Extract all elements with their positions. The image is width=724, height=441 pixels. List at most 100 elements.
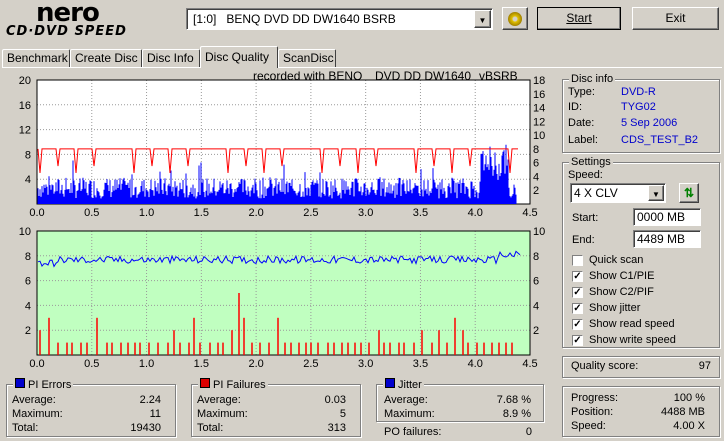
exit-button[interactable]: Exit — [632, 7, 719, 30]
jitter-title-text: Jitter — [398, 379, 422, 391]
nero-logo: nero CD·DVD SPEED — [6, 0, 156, 40]
y-left-tick-label: 8 — [25, 149, 31, 161]
quality-charts: 0.0 0.5 1.0 1.5 2.0 2.5 3.0 3.5 4.0 4.5 20 16 12 8 4 18… — [19, 75, 546, 370]
y-left-tick-label: 20 — [19, 75, 31, 87]
checkbox-show-c2-pif[interactable]: ✓ — [572, 287, 583, 298]
progress-label: Progress: — [571, 392, 619, 404]
disc-label-value: CDS_TEST_B2 — [621, 134, 699, 146]
speed-select-value: 4 X CLV — [574, 186, 618, 200]
y-left-tick-label: 4 — [25, 174, 31, 186]
pi-errors-maximum-label: Maximum: — [12, 408, 63, 420]
x-tick-label: 0.0 — [29, 358, 44, 370]
end-field[interactable]: 4489 MB — [633, 230, 701, 248]
y-left-tick-label: 4 — [25, 300, 31, 312]
end-label: End: — [572, 234, 595, 246]
x-tick-label: 3.5 — [413, 358, 428, 370]
jitter-average-label: Average: — [384, 394, 428, 406]
disc-id-value: TYG02 — [621, 101, 656, 113]
x-tick-label: 1.0 — [139, 358, 154, 370]
tab-label: Disc Info — [147, 51, 194, 65]
jitter-maximum-value: 8.9 % — [502, 408, 531, 420]
drive-info-button[interactable] — [502, 7, 528, 30]
x-tick-label: 4.0 — [468, 358, 483, 370]
pi-errors-total-label: Total: — [12, 422, 39, 434]
x-tick-label: 1.0 — [139, 207, 154, 219]
disc-type-label: Type: — [568, 86, 595, 98]
x-tick-label: 0.5 — [84, 207, 99, 219]
start-field[interactable]: 0000 MB — [633, 208, 701, 226]
settings-group: Settings Speed: 4 X CLV ▼ ⇅ Start: 0000 … — [562, 156, 720, 348]
x-tick-label: 0.0 — [29, 207, 44, 219]
y-right-tick-label: 4 — [533, 300, 539, 312]
x-tick-label: 2.0 — [248, 207, 263, 219]
refresh-speed-button[interactable]: ⇅ — [679, 183, 699, 203]
refresh-icon: ⇅ — [683, 186, 695, 200]
position-value: 4488 MB — [660, 406, 705, 418]
progress-value: 100 % — [673, 392, 705, 404]
checkbox-label: Show C2/PIF — [589, 286, 654, 298]
y-right-tick-label: 14 — [533, 103, 545, 115]
pi-failures-average-label: Average: — [197, 394, 241, 406]
tab-disc-info[interactable]: Disc Info — [142, 49, 200, 67]
checkbox-label: Show write speed — [589, 334, 676, 346]
x-tick-label: 3.0 — [358, 207, 373, 219]
po-failures-label: PO failures: — [384, 426, 442, 438]
position-label: Position: — [571, 406, 614, 418]
disc-info-group: Disc info Type: DVD-R ID: TYG02 Date: 5 … — [562, 73, 720, 153]
y-left-tick-label: 12 — [19, 125, 31, 137]
pi-errors-average-value: 2.24 — [139, 394, 161, 406]
checkbox-label: Show read speed — [589, 318, 675, 330]
y-left-tick-label: 16 — [19, 100, 31, 112]
disc-label-label: Label: — [568, 134, 598, 146]
x-tick-label: 4.5 — [522, 358, 537, 370]
checkbox-show-jitter[interactable]: ✓ — [572, 303, 583, 314]
y-right-tick-label: 16 — [533, 89, 545, 101]
jitter-average-value: 7.68 % — [496, 394, 531, 406]
pi-errors-group: PI Errors Average: 2.24 Maximum: 11 Tota… — [6, 378, 176, 437]
tab-scandisc[interactable]: ScanDisc — [278, 49, 336, 67]
read-speed-line — [37, 148, 518, 174]
speed-select[interactable]: 4 X CLV ▼ — [570, 183, 666, 203]
pi-failures-group: PI Failures Average: 0.03 Maximum: 5 Tot… — [191, 378, 361, 437]
y-left-tick-label: 2 — [25, 325, 31, 337]
pi-failures-title-text: PI Failures — [213, 379, 266, 391]
checkbox-show-write-speed[interactable]: ✓ — [572, 335, 583, 346]
y-right-tick-label: 8 — [533, 144, 539, 156]
x-tick-label: 2.5 — [303, 358, 318, 370]
tab-create-disc[interactable]: Create Disc — [70, 49, 142, 67]
plot-area — [37, 231, 530, 355]
x-tick-label: 2.0 — [248, 358, 263, 370]
checkbox-quick-scan[interactable] — [572, 255, 583, 266]
checkbox-show-read-speed[interactable]: ✓ — [572, 319, 583, 330]
jitter-line — [37, 250, 521, 268]
drive-dropdown-button[interactable]: ▼ — [474, 10, 491, 28]
y-right-tick-label: 8 — [533, 251, 539, 263]
speed-dropdown-button[interactable]: ▼ — [648, 185, 664, 201]
y-right-tick-label: 6 — [533, 276, 539, 288]
drive-select[interactable]: [1:0] BENQ DVD DD DW1640 BSRB ▼ — [186, 8, 493, 30]
chevron-down-icon: ▼ — [652, 190, 660, 199]
y-right-tick-label: 10 — [533, 130, 545, 142]
disc-type-value: DVD-R — [621, 86, 656, 98]
start-label: Start: — [572, 212, 599, 224]
start-field-value: 0000 MB — [637, 210, 686, 224]
start-button[interactable]: Start — [537, 7, 621, 30]
x-tick-label: 4.0 — [468, 207, 483, 219]
checkbox-show-c1-pie[interactable]: ✓ — [572, 271, 583, 282]
tab-label: ScanDisc — [283, 51, 334, 65]
tab-benchmark[interactable]: Benchmark — [2, 49, 70, 67]
logo-bottom: CD·DVD SPEED — [6, 24, 127, 39]
y-right-tick-label: 2 — [533, 325, 539, 337]
x-tick-label: 1.5 — [194, 358, 209, 370]
drive-select-value: [1:0] BENQ DVD DD DW1640 BSRB — [193, 12, 396, 26]
quality-score-value: 97 — [698, 360, 711, 372]
end-field-value: 4489 MB — [637, 232, 686, 246]
disc-id-label: ID: — [568, 101, 583, 113]
jitter-group: Jitter Average: 7.68 % Maximum: 8.9 % — [376, 378, 544, 422]
y-right-tick-label: 4 — [533, 171, 539, 183]
po-failures-value: 0 — [525, 426, 532, 438]
pi-failures-total-label: Total: — [197, 422, 224, 434]
tab-disc-quality[interactable]: Disc Quality — [200, 46, 278, 68]
jitter-maximum-label: Maximum: — [384, 408, 435, 420]
pi-failures-total-value: 313 — [327, 422, 346, 434]
